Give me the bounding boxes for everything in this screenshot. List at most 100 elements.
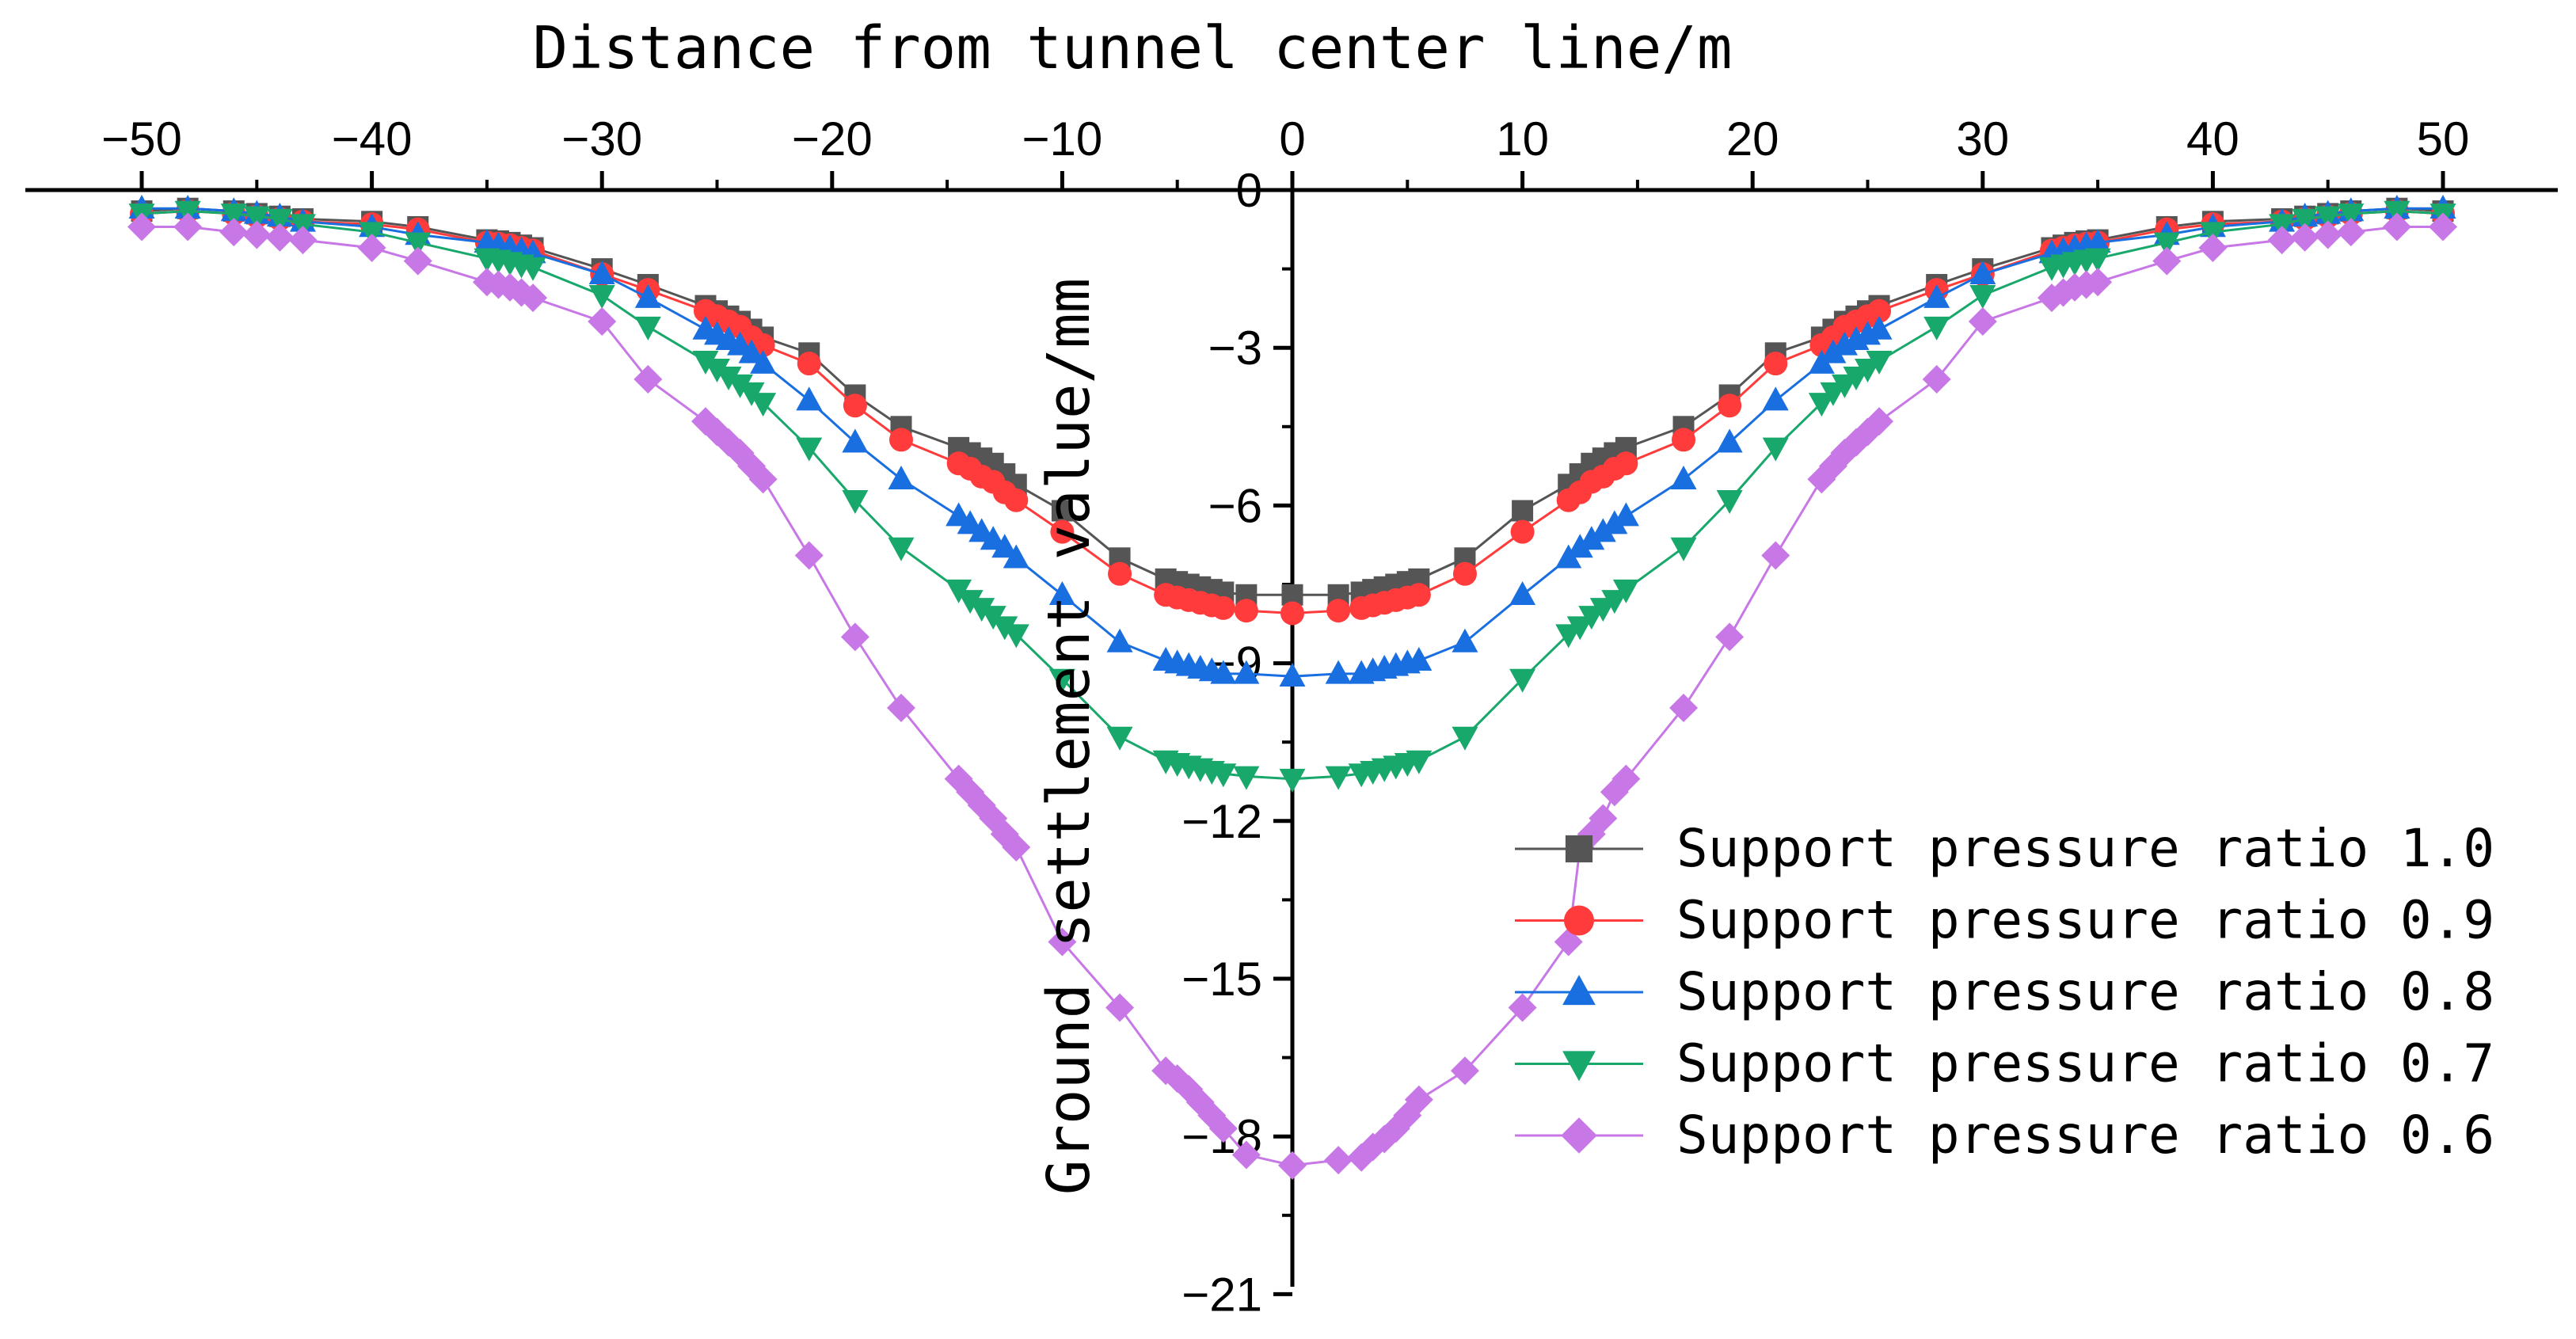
data-point (1808, 393, 1835, 417)
data-point (1048, 581, 1075, 606)
data-point (1715, 622, 1745, 652)
data-point (1406, 750, 1433, 774)
data-point (588, 307, 617, 336)
x-tick-label: −40 (332, 112, 413, 165)
data-point (1048, 927, 1077, 957)
x-tick-label: 50 (2417, 112, 2470, 165)
data-point (1566, 534, 1593, 558)
y-tick-label: −3 (1208, 321, 1262, 375)
data-point (2429, 212, 2457, 242)
x-tick-label: −30 (561, 112, 642, 165)
data-point (797, 352, 821, 376)
data-point (1051, 500, 1073, 522)
legend-marker (1561, 1117, 1597, 1154)
data-point (1509, 581, 1536, 606)
data-point (1922, 365, 1951, 394)
data-point (1324, 1146, 1353, 1175)
data-point (692, 351, 719, 375)
data-point (1450, 1056, 1479, 1086)
data-point (1589, 518, 1616, 542)
data-point (2267, 226, 2296, 255)
data-point (1820, 339, 1847, 363)
data-point (888, 537, 915, 561)
data-point (1452, 561, 1477, 586)
data-point (1105, 993, 1135, 1022)
data-point (1512, 500, 1534, 522)
data-point (1716, 428, 1743, 453)
data-point (750, 393, 777, 417)
data-point (991, 534, 1018, 558)
legend-item: Support pressure ratio 0.6 (1515, 1105, 2494, 1166)
data-point (1279, 662, 1306, 687)
data-point (968, 598, 995, 622)
data-point (588, 285, 615, 310)
data-point (2338, 204, 2365, 228)
legend-item: Support pressure ratio 0.8 (1515, 961, 2494, 1022)
legend-label: Support pressure ratio 0.9 (1676, 890, 2494, 951)
legend-marker (1565, 835, 1593, 863)
data-point (1923, 283, 1950, 308)
data-point (1969, 260, 1996, 284)
data-point (1969, 285, 1996, 310)
y-tick-label: −12 (1181, 795, 1262, 848)
data-point (842, 490, 869, 515)
data-point (991, 616, 1018, 641)
data-point (1208, 1114, 1238, 1143)
data-point (840, 622, 869, 652)
data-point (1614, 451, 1638, 476)
data-point (1108, 561, 1132, 586)
data-point (704, 359, 730, 383)
data-point (219, 218, 249, 247)
data-point (888, 465, 915, 489)
data-point (1106, 726, 1133, 751)
data-point (1672, 428, 1696, 452)
data-point (1325, 660, 1352, 684)
x-tick-label: −50 (101, 112, 182, 165)
data-point (1589, 804, 1618, 833)
legend-item: Support pressure ratio 0.9 (1515, 890, 2494, 951)
data-point (2382, 212, 2411, 242)
data-point (1406, 647, 1433, 671)
data-point (2084, 248, 2111, 272)
data-point (750, 349, 777, 374)
data-point (1106, 628, 1133, 652)
data-point (2083, 268, 2113, 297)
data-point (1452, 726, 1478, 751)
data-point (1452, 628, 1478, 652)
data-point (1762, 437, 1789, 462)
legend: Support pressure ratio 1.0 Support pressu… (1515, 818, 2494, 1166)
y-tick-label: −21 (1181, 1268, 1262, 1321)
legend-label: Support pressure ratio 1.0 (1676, 818, 2494, 879)
data-point (1566, 616, 1593, 641)
y-tick-label: −15 (1181, 953, 1262, 1006)
data-point (2153, 232, 2180, 257)
data-point (1670, 537, 1697, 561)
x-tick-label: 0 (1279, 112, 1305, 165)
legend-label: Support pressure ratio 0.7 (1676, 1033, 2494, 1094)
data-point (843, 394, 867, 418)
x-axis-title: Distance from tunnel center line/m (533, 14, 1733, 82)
data-point (1233, 766, 1260, 790)
data-point (1612, 502, 1639, 527)
x-tick-label: −20 (792, 112, 873, 165)
data-point (588, 260, 615, 284)
data-point (1508, 993, 1537, 1022)
data-point (2292, 208, 2319, 233)
series-3 (128, 200, 2456, 793)
data-point (220, 204, 247, 228)
series-4 (127, 212, 2457, 1180)
series-layer (127, 194, 2457, 1180)
data-point (794, 541, 824, 570)
data-point (888, 428, 913, 452)
data-point (357, 234, 386, 263)
data-point (1003, 544, 1029, 569)
legend-item: Support pressure ratio 0.7 (1515, 1033, 2494, 1094)
data-point (1923, 316, 1950, 340)
data-point (1509, 668, 1536, 693)
data-point (842, 428, 869, 453)
data-point (1234, 599, 1258, 623)
data-point (127, 212, 156, 242)
data-point (243, 206, 270, 230)
data-point (2084, 229, 2111, 253)
data-point (1762, 386, 1789, 411)
